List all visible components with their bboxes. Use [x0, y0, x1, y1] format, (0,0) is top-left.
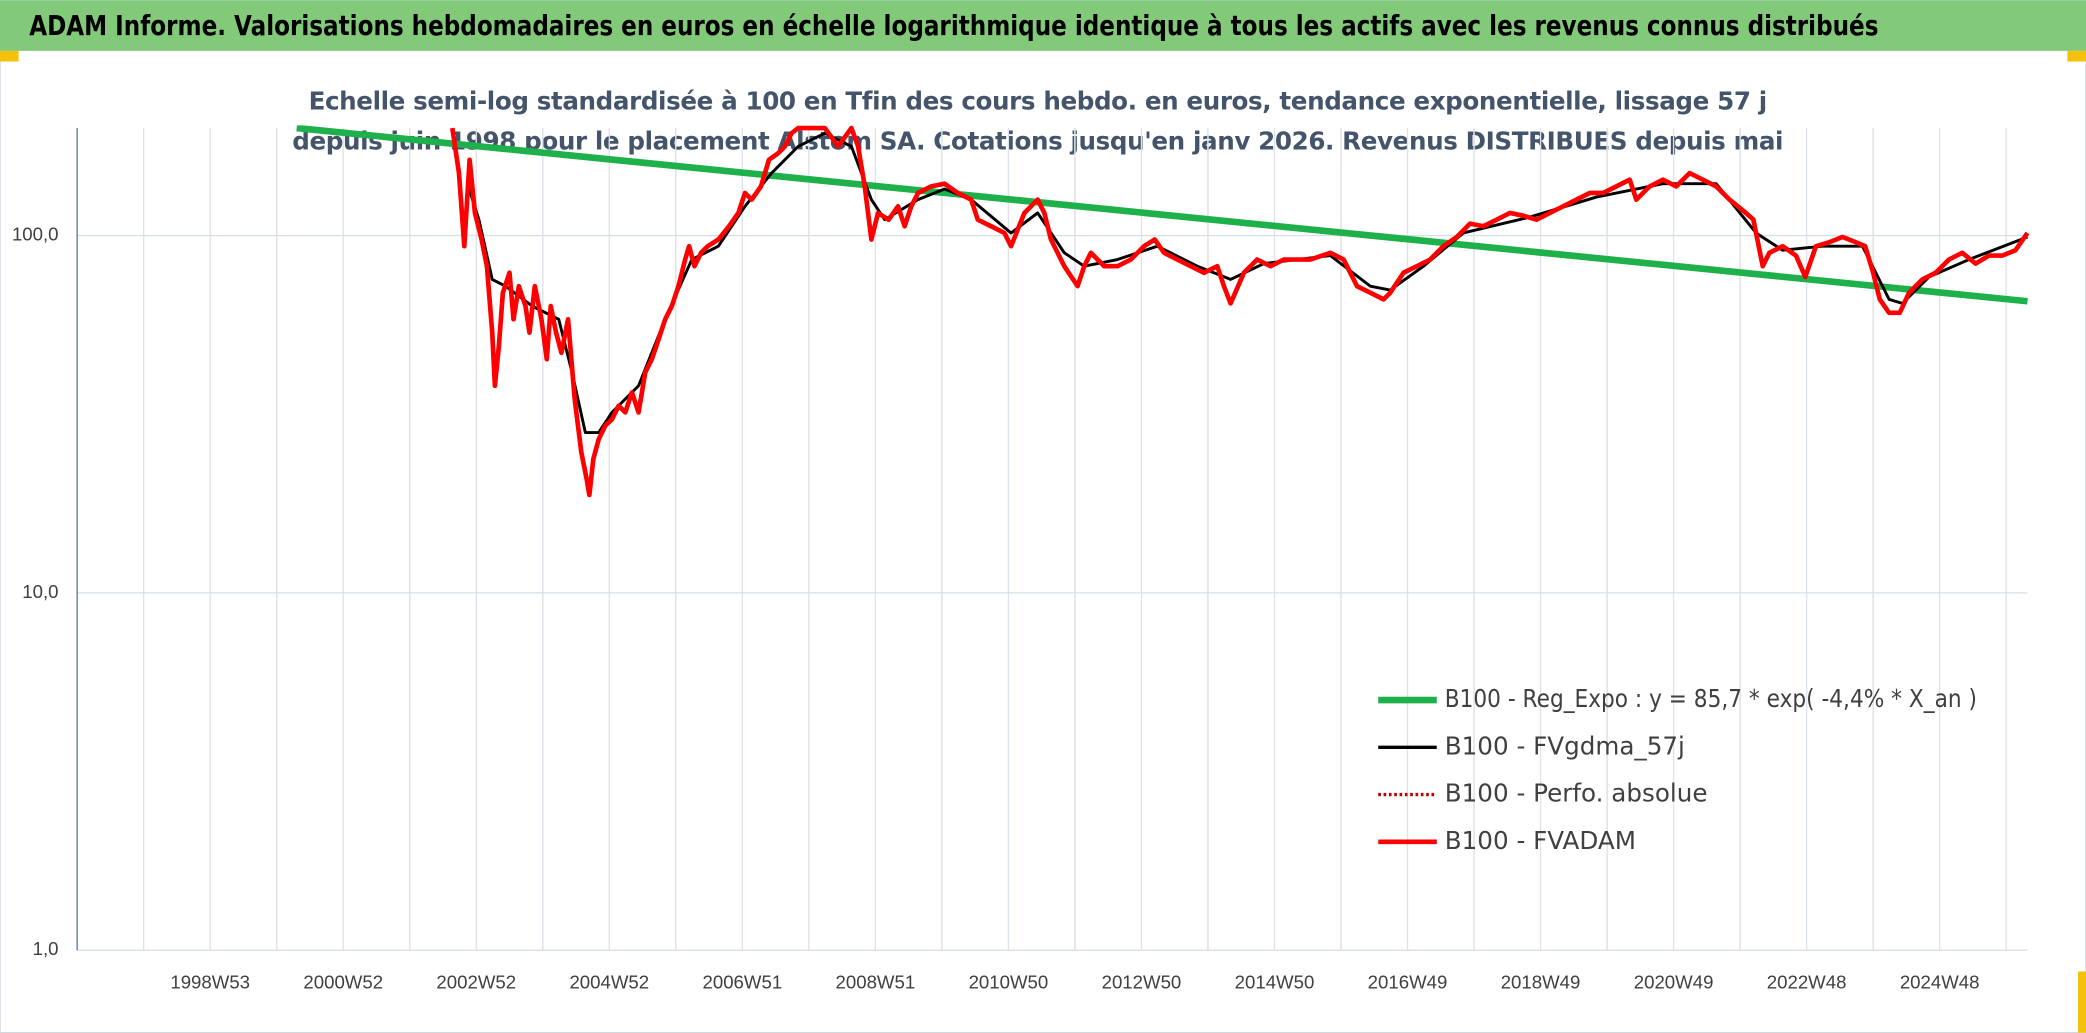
- x-tick-label: 2024W48: [1900, 971, 1980, 992]
- corner: [0, 50, 19, 62]
- y-tick-label: 10,0: [22, 581, 58, 602]
- x-tick-label: 2014W50: [1235, 971, 1315, 992]
- x-tick-label: 2006W51: [703, 971, 783, 992]
- y-tick-label: 1,0: [33, 938, 59, 959]
- legend-label: B100 - FVADAM: [1445, 826, 1636, 855]
- x-tick-label: 2004W52: [569, 971, 649, 992]
- chart-subtitle: Echelle semi-log standardisée à 100 en T…: [292, 88, 1784, 156]
- x-tick-label: 2012W50: [1102, 971, 1182, 992]
- title-bar: [0, 0, 2086, 51]
- x-tick-label: 2010W50: [969, 971, 1049, 992]
- chart-title: ADAM Informe. Valorisations hebdomadaire…: [29, 9, 1878, 42]
- corner: [2067, 50, 2086, 62]
- x-tick-label: 2000W52: [303, 971, 383, 992]
- legend-label: B100 - Reg_Expo : y = 85,7 * exp( -4,4% …: [1445, 684, 1977, 713]
- legend-label: B100 - Perfo. absolue: [1445, 779, 1708, 808]
- series-line: [296, 125, 2028, 305]
- corner: [2078, 971, 2086, 1033]
- y-tick-label: 100,0: [12, 224, 59, 245]
- x-tick-label: 2016W49: [1368, 971, 1448, 992]
- legend-label: B100 - FVgdma_57j: [1445, 731, 1685, 760]
- x-tick-label: 2002W52: [436, 971, 516, 992]
- x-tick-label: 2018W49: [1501, 971, 1581, 992]
- x-tick-label: 2008W51: [836, 971, 916, 992]
- x-tick-label: 2022W48: [1767, 971, 1847, 992]
- subtitle-box: Echelle semi-log standardisée à 100 en T…: [292, 88, 1784, 156]
- series-line: [450, 125, 2030, 498]
- x-tick-label: 2020W49: [1634, 971, 1714, 992]
- x-tick-label: 1998W53: [170, 971, 250, 992]
